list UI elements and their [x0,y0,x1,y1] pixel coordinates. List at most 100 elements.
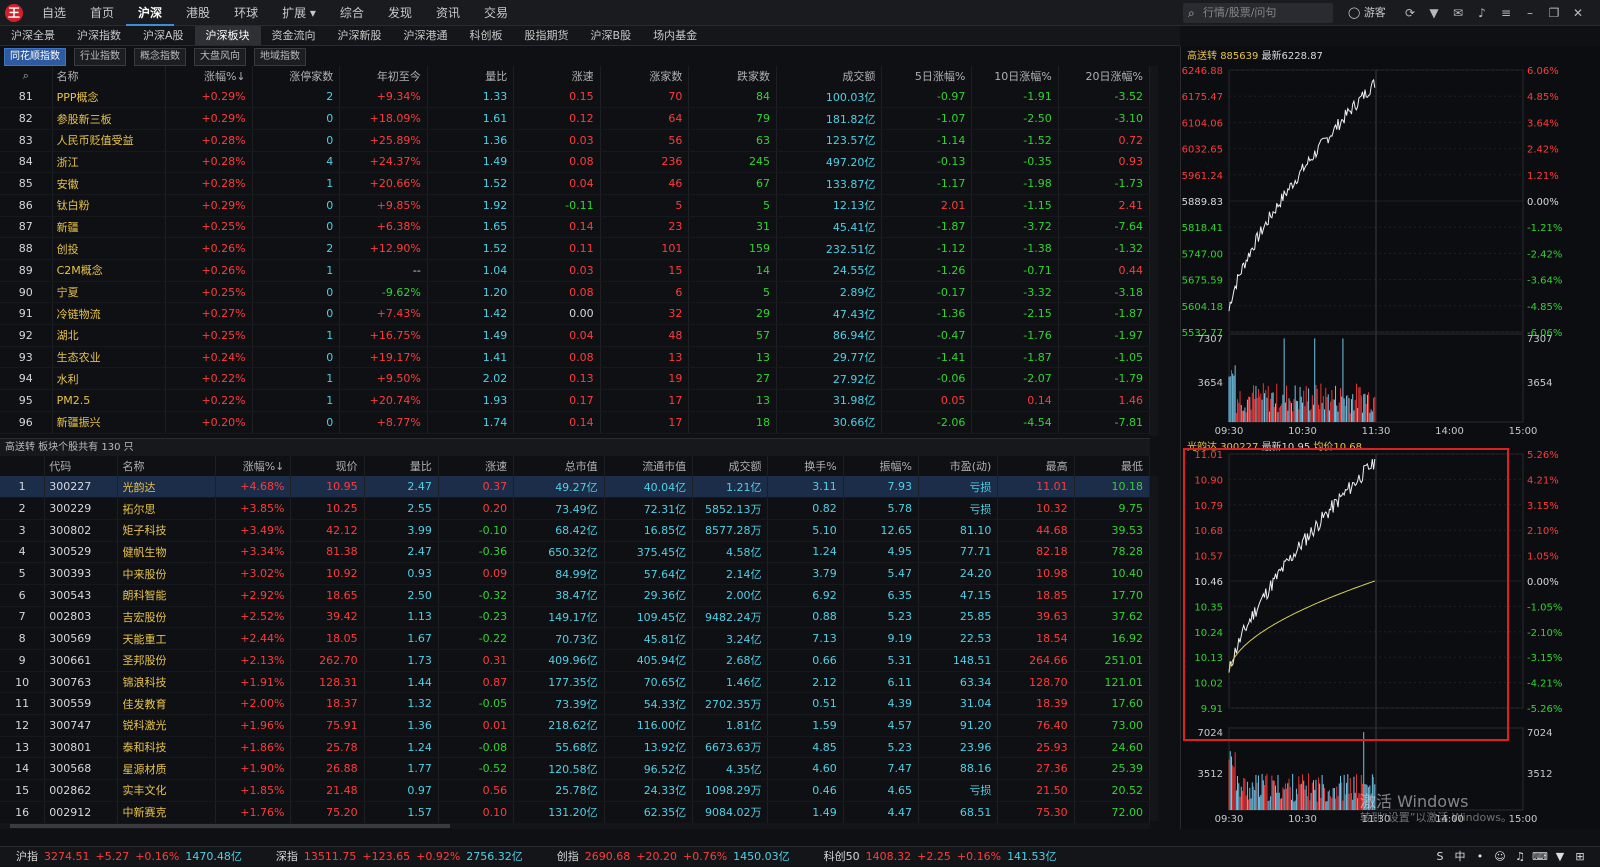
market-tab-7[interactable]: 科创板 [469,29,503,42]
market-tab-9[interactable]: 沪深B股 [590,29,632,42]
sector-intraday-chart[interactable]: 6246.88 6.06% 6175.47 4.85% 6104.06 3.64% 6032… [1181,46,1600,436]
status-index-name[interactable]: 创指 [556,850,579,863]
top-nav-item-1[interactable]: 首页 [90,6,115,20]
stock-col-header-13[interactable]: 最高 [997,456,1075,476]
mail-icon[interactable]: ✉ [1452,6,1464,20]
stock-row[interactable]: 16 002912 中新赛克 +1.76% 75.20 1.57 0.10 131.20亿 62… [0,801,1151,824]
status-index-name[interactable]: 沪指 [16,850,38,863]
ime-icon[interactable]: S [1436,850,1444,863]
stock-row[interactable]: 15 002862 实丰文化 +1.85% 21.48 0.97 0.56 25.78亿 24.… [0,779,1151,802]
market-tab-2[interactable]: 沪深A股 [143,29,184,42]
col-header-10[interactable]: 5日涨幅% [881,66,973,86]
index-tab-3[interactable]: 大盘风向 [194,48,246,66]
sector-row[interactable]: 92 湖北 +0.25% 1 +16.75% 1.49 0.04 48 57 86.94亿 -0.4… [0,324,1151,347]
status-index-name[interactable]: 科创50 [823,850,860,863]
stock-col-header-6[interactable]: 涨速 [438,456,515,476]
index-tab-1[interactable]: 行业指数 [74,48,126,66]
close-icon[interactable]: ✕ [1572,6,1584,20]
horizontal-scrollbar[interactable] [0,823,1150,829]
stock-row[interactable]: 12 300747 锐科激光 +1.96% 75.91 1.36 0.01 218.62亿 11… [0,714,1151,737]
app-logo[interactable]: 王 [5,4,23,22]
stock-row[interactable]: 3 300802 矩子科技 +3.49% 42.12 3.99 -0.10 68.42亿 16.… [0,519,1151,542]
sector-row[interactable]: 93 生态农业 +0.24% 0 +19.17% 1.41 0.08 13 13 29.77亿 -1… [0,346,1151,369]
top-nav-item-4[interactable]: 环球 [234,6,259,20]
ime-lang-icon[interactable]: 中 [1454,850,1466,863]
menu-icon[interactable]: ≡ [1500,6,1512,20]
stock-intraday-chart[interactable]: 11.01 5.26% 10.90 4.21% 10.79 3.15% 10.68 2.10%… [1181,436,1600,828]
stock-row[interactable]: 1 300227 光韵达 +4.68% 10.95 2.47 0.37 49.27亿 40.04… [0,476,1151,499]
user-login[interactable]: ◯ 游客 [1348,6,1386,19]
stock-row[interactable]: 8 300569 天能重工 +2.44% 18.05 1.67 -0.22 70.73亿 45.… [0,627,1151,650]
col-header-1[interactable]: 名称 [52,66,167,86]
status-index-name[interactable]: 深指 [275,850,298,863]
stock-col-header-3[interactable]: 涨幅%↓ [215,456,292,476]
market-tab-0[interactable]: 沪深全景 [11,29,55,42]
sector-row[interactable]: 87 新疆 +0.25% 0 +6.38% 1.65 0.14 23 31 45.41亿 -1.87… [0,216,1151,239]
stock-col-header-10[interactable]: 换手% [767,456,844,476]
keyboard-icon[interactable]: ⌨ [1532,850,1548,863]
col-header-9[interactable]: 成交额 [776,66,883,86]
bell-icon[interactable]: ♪ [1478,6,1486,20]
stock-row[interactable]: 11 300559 佳发教育 +2.00% 18.37 1.32 -0.05 73.39亿 54… [0,692,1151,716]
minimize-icon[interactable]: – [1527,6,1533,20]
stock-col-header-1[interactable]: 代码 [44,456,119,476]
stock-col-header-8[interactable]: 流通市值 [604,456,694,476]
col-header-7[interactable]: 涨家数 [600,66,690,86]
stock-col-header-2[interactable]: 名称 [117,456,217,476]
stock-row[interactable]: 6 300543 朗科智能 +2.92% 18.65 2.50 -0.32 38.47亿 29.… [0,584,1151,607]
sector-table-scrollbar[interactable] [1150,66,1158,436]
stock-col-header-4[interactable]: 现价 [290,456,365,476]
sector-row[interactable]: 84 浙江 +0.28% 4 +24.37% 1.49 0.08 236 245 497.20亿 -… [0,151,1151,174]
top-nav-item-6[interactable]: 综合 [339,6,364,20]
market-tab-3[interactable]: 沪深板块 [194,26,261,45]
stock-row[interactable]: 13 300801 泰和科技 +1.86% 25.78 1.24 -0.08 55.68亿 13… [0,736,1151,759]
col-header-6[interactable]: 涨速 [513,66,601,86]
sector-row[interactable]: 96 新疆振兴 +0.20% 0 +8.77% 1.74 0.14 17 18 30.66亿 -2.… [0,411,1151,434]
sector-row[interactable]: 95 PM2.5 +0.22% 1 +20.74% 1.93 0.17 17 13 31.98亿 0… [0,389,1151,412]
top-nav-item-3[interactable]: 港股 [186,6,211,20]
market-tab-5[interactable]: 沪深新股 [337,29,382,42]
emoji-icon[interactable]: ☺ [1494,850,1506,863]
stock-row[interactable]: 7 002803 吉宏股份 +2.52% 39.42 1.13 -0.23 149.17亿 10… [0,606,1151,629]
col-header-5[interactable]: 量比 [427,66,515,86]
sector-row[interactable]: 90 宁夏 +0.25% 0 -9.62% 1.20 0.08 6 5 2.89亿 -0.17 -3.… [0,281,1151,304]
col-header-2[interactable]: 涨幅%↓ [165,66,253,86]
stock-col-header-14[interactable]: 最低 [1074,456,1151,476]
stock-row[interactable]: 5 300393 中来股份 +3.02% 10.92 0.93 0.09 84.99亿 57.6… [0,562,1151,585]
col-header-11[interactable]: 10日涨幅% [971,66,1059,86]
search-icon[interactable]: ⌕ [0,66,53,86]
sector-row[interactable]: 81 PPP概念 +0.29% 2 +9.34% 1.33 0.15 70 84 100.03亿 -… [0,86,1151,109]
top-nav-item-9[interactable]: 交易 [483,6,508,20]
sector-row[interactable]: 85 安徽 +0.28% 1 +20.66% 1.52 0.04 46 67 133.87亿 -1.… [0,172,1151,195]
shirt-skin-icon[interactable]: ▼ [1555,850,1565,863]
top-nav-item-0[interactable]: 自选 [42,6,67,20]
stock-col-header-12[interactable]: 市盈(动) [918,456,999,476]
stock-row[interactable]: 9 300661 圣邦股份 +2.13% 262.70 1.73 0.31 409.96亿 40… [0,649,1151,672]
stock-table-scrollbar[interactable] [1150,476,1158,821]
stock-col-header-11[interactable]: 振幅% [843,456,919,476]
refresh-icon[interactable]: ⟳ [1404,6,1416,20]
market-tab-8[interactable]: 股指期货 [524,29,569,42]
sector-row[interactable]: 89 C2M概念 +0.26% 1 -- 1.04 0.03 15 14 24.55亿 -1.26-… [0,259,1151,282]
restore-icon[interactable]: ❐ [1548,6,1560,20]
stock-col-header-0[interactable] [0,456,46,476]
sector-row[interactable]: 82 参股新三板 +0.29% 0 +18.09% 1.61 0.12 64 79 181.82亿… [0,107,1151,130]
top-nav-item-5[interactable]: 扩展 ▾ [282,6,316,20]
mic-icon[interactable]: ♫ [1515,850,1525,863]
col-header-3[interactable]: 涨停家数 [252,66,341,86]
index-tab-2[interactable]: 概念指数 [134,48,186,66]
grid-icon[interactable]: ⊞ [1575,850,1585,863]
market-tab-10[interactable]: 场内基金 [653,29,698,42]
col-header-4[interactable]: 年初至今 [339,66,428,86]
index-tab-4[interactable]: 地域指数 [254,48,306,66]
sector-row[interactable]: 88 创投 +0.26% 2 +12.90% 1.52 0.11 101 159 232.51亿 -… [0,237,1151,260]
stock-col-header-5[interactable]: 量比 [364,456,439,476]
punct-icon[interactable]: • [1476,850,1484,863]
col-header-8[interactable]: 跌家数 [688,66,777,86]
stock-row[interactable]: 4 300529 健帆生物 +3.34% 81.38 2.47 -0.36 650.32亿 37… [0,541,1151,564]
search-input[interactable]: ⌕ 行情/股票/问句 [1183,3,1333,23]
stock-col-header-7[interactable]: 总市值 [513,456,605,476]
shirt-icon[interactable]: ▼ [1429,6,1439,20]
horizontal-scroll-thumb[interactable] [10,824,450,828]
market-tab-6[interactable]: 沪深港通 [403,29,448,42]
